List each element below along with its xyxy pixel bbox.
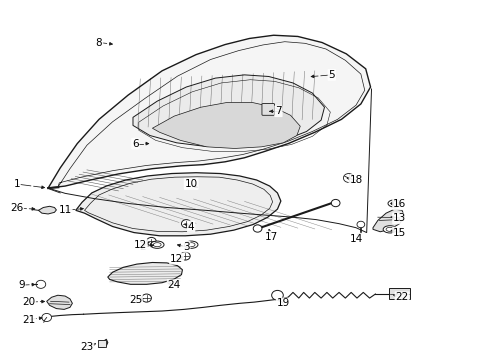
Text: 15: 15 — [392, 228, 406, 238]
Text: 12: 12 — [170, 254, 183, 264]
Text: 21: 21 — [22, 315, 35, 324]
Polygon shape — [133, 75, 324, 147]
Ellipse shape — [386, 227, 393, 231]
Polygon shape — [76, 173, 280, 236]
Text: 2: 2 — [139, 242, 146, 252]
Circle shape — [180, 252, 190, 260]
Text: 25: 25 — [128, 296, 142, 306]
Text: 7: 7 — [275, 106, 281, 116]
Ellipse shape — [184, 241, 198, 248]
Circle shape — [36, 280, 45, 288]
Ellipse shape — [390, 202, 398, 206]
Text: 6: 6 — [132, 139, 139, 149]
Circle shape — [181, 220, 191, 228]
Polygon shape — [46, 295, 72, 309]
Circle shape — [356, 221, 364, 228]
Text: 23: 23 — [80, 342, 93, 352]
Text: 1: 1 — [13, 179, 20, 189]
Ellipse shape — [150, 241, 163, 248]
Circle shape — [343, 174, 353, 183]
Polygon shape — [39, 206, 56, 214]
Text: 20: 20 — [22, 297, 35, 307]
Text: 4: 4 — [187, 221, 194, 231]
Text: 5: 5 — [328, 70, 334, 80]
Polygon shape — [107, 262, 182, 284]
Ellipse shape — [383, 226, 396, 233]
Text: 9: 9 — [18, 280, 25, 290]
Text: 26: 26 — [10, 203, 23, 213]
Text: 12: 12 — [133, 240, 146, 250]
Polygon shape — [152, 102, 300, 148]
Text: 14: 14 — [348, 234, 362, 244]
Text: 13: 13 — [392, 213, 406, 224]
Text: 19: 19 — [276, 298, 289, 308]
Text: 17: 17 — [264, 231, 277, 242]
Text: 18: 18 — [348, 175, 362, 185]
Circle shape — [330, 199, 339, 207]
Ellipse shape — [187, 243, 195, 247]
FancyBboxPatch shape — [262, 104, 274, 115]
Circle shape — [142, 294, 151, 302]
Circle shape — [253, 225, 262, 232]
Text: 24: 24 — [167, 280, 181, 290]
Text: 16: 16 — [392, 199, 406, 209]
FancyBboxPatch shape — [388, 288, 409, 299]
Polygon shape — [48, 35, 370, 188]
Circle shape — [42, 314, 51, 321]
Text: 11: 11 — [59, 205, 72, 215]
Text: 3: 3 — [183, 242, 189, 252]
Circle shape — [146, 237, 156, 246]
Text: 10: 10 — [184, 179, 197, 189]
Ellipse shape — [387, 200, 401, 207]
Polygon shape — [372, 209, 404, 232]
Ellipse shape — [153, 243, 161, 247]
Text: 8: 8 — [96, 37, 102, 48]
FancyBboxPatch shape — [98, 340, 106, 347]
Text: 22: 22 — [395, 292, 408, 302]
Circle shape — [271, 291, 283, 300]
